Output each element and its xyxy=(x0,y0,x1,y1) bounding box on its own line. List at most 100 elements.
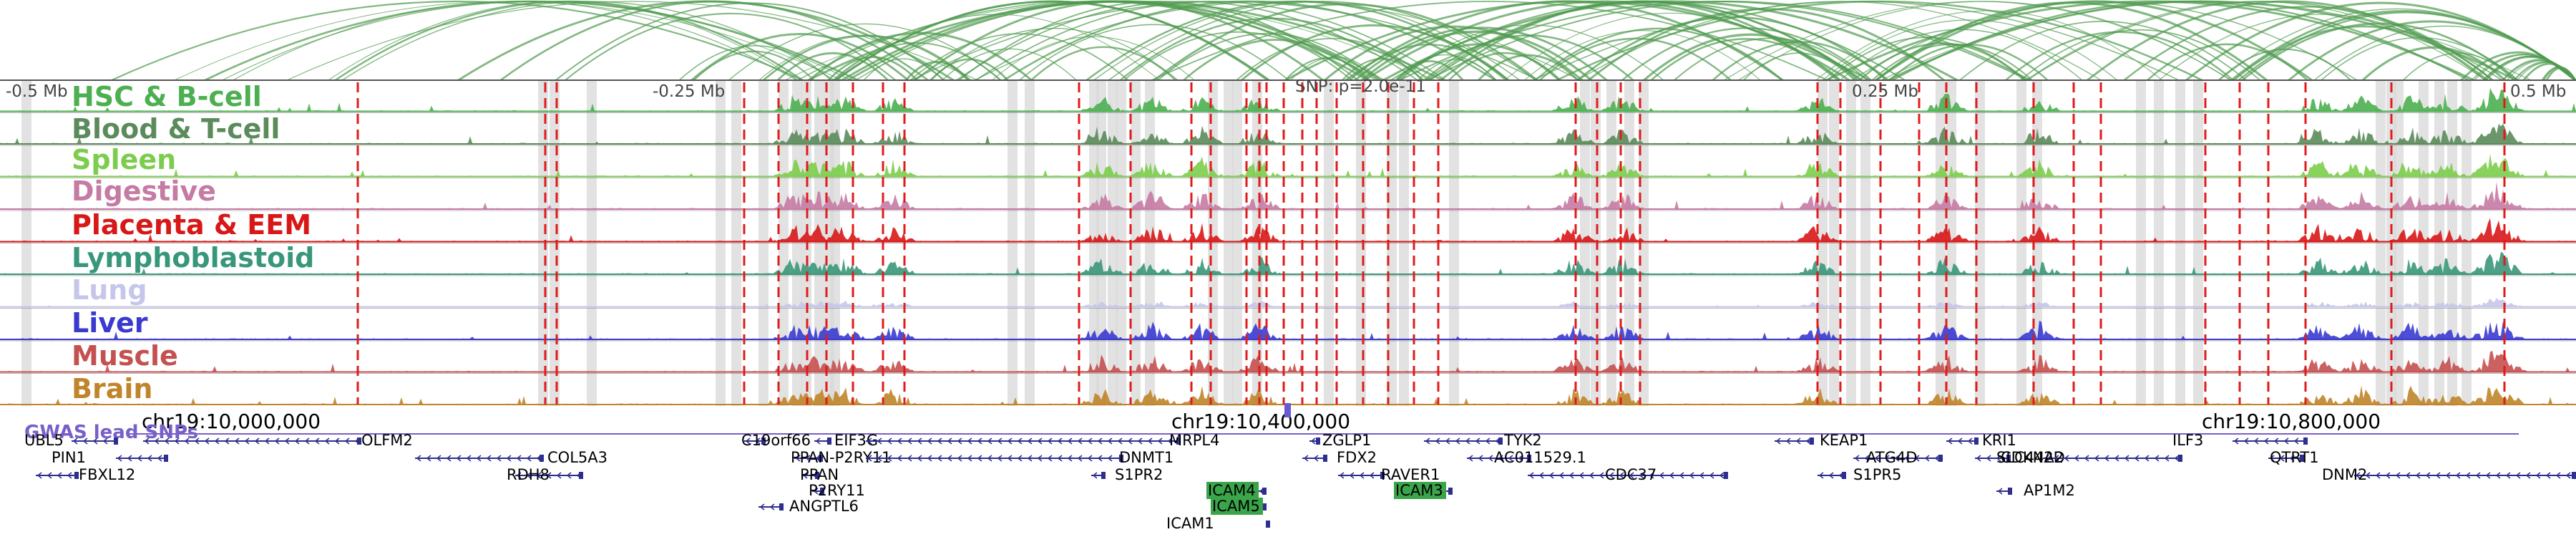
strand-arrow xyxy=(795,455,801,462)
gene-icam1[interactable]: ICAM1 xyxy=(1166,515,1270,532)
signal-peaks xyxy=(0,182,2576,209)
gene-p2ry11[interactable]: P2RY11 xyxy=(809,482,865,499)
chromatin-loop-arc xyxy=(1440,0,1840,82)
strand-arrow xyxy=(2375,472,2381,479)
gene-kri1[interactable]: KRI1 xyxy=(1946,432,2016,449)
signal-track xyxy=(0,373,2576,405)
strand-arrow xyxy=(1558,472,1564,479)
strand-arrow xyxy=(2253,437,2259,445)
gene-icam4[interactable]: ICAM4 xyxy=(1206,482,1267,499)
strand-arrow xyxy=(47,472,52,479)
strand-arrow xyxy=(2505,472,2511,479)
strand-arrow xyxy=(1092,472,1098,479)
gene-c19orf66[interactable]: C19orf66 xyxy=(741,432,811,449)
gene-tyk2[interactable]: TYK2 xyxy=(1424,432,1542,449)
strand-arrow xyxy=(927,437,932,445)
strand-arrow xyxy=(1976,455,1981,462)
strand-arrow xyxy=(314,437,320,445)
exon-block xyxy=(2303,437,2308,445)
strand-arrow xyxy=(154,437,160,445)
gene-ilf3[interactable]: ILF3 xyxy=(2172,432,2308,449)
gene-qtrt1[interactable]: QTRT1 xyxy=(2268,449,2319,466)
gene-slc44a2[interactable]: SLC44A2 xyxy=(1996,449,2182,466)
strand-arrow xyxy=(1087,455,1093,462)
strand-arrow xyxy=(1538,472,1544,479)
chromatin-loop-arc xyxy=(691,33,909,82)
gene-icam3[interactable]: ICAM3 xyxy=(1394,482,1453,499)
strand-arrow xyxy=(536,472,542,479)
strand-arrow xyxy=(769,503,775,511)
strand-arrow xyxy=(2485,472,2491,479)
chromatin-loop-arc xyxy=(833,14,1160,81)
gene-ap1m2[interactable]: AP1M2 xyxy=(1996,482,2075,499)
track-label-lymphoblastoid: Lymphoblastoid xyxy=(72,242,314,274)
gene-olfm2[interactable]: OLFM2 xyxy=(143,432,413,449)
gene-label: P2RY11 xyxy=(809,482,865,499)
strand-arrow xyxy=(987,437,992,445)
exon-block xyxy=(1448,488,1453,495)
strand-arrow xyxy=(2084,455,2089,462)
strand-arrow xyxy=(1117,437,1123,445)
strand-arrow xyxy=(759,503,765,511)
gene-label: RDH8 xyxy=(507,466,550,483)
chromatin-loop-arc xyxy=(2005,31,2234,81)
chromatin-loop-arc xyxy=(1524,30,1761,81)
gene-icam5[interactable]: ICAM5 xyxy=(1211,498,1267,515)
strand-arrow xyxy=(72,437,78,445)
chromatin-loop-arc xyxy=(341,1,834,81)
chromatin-loop-arc xyxy=(678,45,831,81)
exon-block xyxy=(74,472,79,479)
gene-cdc37[interactable]: CDC37 xyxy=(1528,466,1728,483)
strand-arrow xyxy=(117,455,122,462)
chromatin-loop-arc xyxy=(1284,0,1870,82)
gene-fbxl12[interactable]: FBXL12 xyxy=(36,466,135,483)
gene-ppan-p2ry11[interactable]: PPAN-P2RY11 xyxy=(791,449,891,466)
gene-ppan[interactable]: PPAN xyxy=(800,466,839,483)
strand-arrow xyxy=(1997,488,2003,495)
gene-col5a3[interactable]: COL5A3 xyxy=(415,449,608,466)
strand-arrow xyxy=(887,455,892,462)
strand-arrow xyxy=(127,455,132,462)
gene-dnmt1[interactable]: DNMT1 xyxy=(866,449,1174,466)
track-label-placenta-eem: Placenta & EEM xyxy=(72,209,311,241)
strand-arrow xyxy=(2134,455,2140,462)
signal-track xyxy=(0,79,2576,112)
gene-ubl5[interactable]: UBL5 xyxy=(24,432,118,449)
strand-arrow xyxy=(2164,455,2170,462)
exon-block xyxy=(114,437,118,445)
chromatin-loop-arc xyxy=(1423,34,1634,81)
chromatin-loop-arc xyxy=(1123,31,1352,81)
position-label: -0.5 Mb xyxy=(6,82,68,101)
gene-atg4d[interactable]: ATG4D xyxy=(1853,449,1943,466)
strand-arrow xyxy=(526,472,532,479)
chromatin-loop-arc xyxy=(1858,42,2025,81)
gene-angptl6[interactable]: ANGPTL6 xyxy=(758,498,859,515)
gene-s1pr2[interactable]: S1PR2 xyxy=(1091,466,1163,483)
chromatin-loop-arc xyxy=(1395,54,1497,81)
gene-mrpl4[interactable]: MRPL4 xyxy=(866,432,1219,449)
gwas-snp-marker[interactable] xyxy=(1284,403,1291,417)
strand-arrow xyxy=(1568,472,1574,479)
strand-arrow xyxy=(2273,437,2279,445)
gene-fdx2[interactable]: FDX2 xyxy=(1302,449,1377,466)
strand-arrow xyxy=(234,437,240,445)
gene-raver1[interactable]: RAVER1 xyxy=(1338,466,1440,483)
chromatin-loop-arc xyxy=(2321,37,2519,81)
gene-s1pr5[interactable]: S1PR5 xyxy=(1818,466,1901,483)
strand-arrow xyxy=(506,455,512,462)
gene-eif3g[interactable]: EIF3G xyxy=(814,432,878,449)
gene-zglp1[interactable]: ZGLP1 xyxy=(1309,432,1371,449)
gene-ac011529-1[interactable]: AC011529.1 xyxy=(1467,449,1586,466)
strand-arrow xyxy=(1017,437,1023,445)
gene-pin1[interactable]: PIN1 xyxy=(52,449,168,466)
gene-dnm2[interactable]: DNM2 xyxy=(2322,466,2576,483)
strand-arrow xyxy=(2525,472,2531,479)
loop-arc-layer xyxy=(111,0,2576,82)
strand-arrow xyxy=(2465,472,2471,479)
strand-arrow xyxy=(244,437,250,445)
exon-block xyxy=(1176,437,1181,445)
gene-keap1[interactable]: KEAP1 xyxy=(1775,432,1868,449)
strand-arrow xyxy=(1339,472,1345,479)
gene-rdh8[interactable]: RDH8 xyxy=(507,466,583,483)
exon-block xyxy=(1266,521,1270,528)
